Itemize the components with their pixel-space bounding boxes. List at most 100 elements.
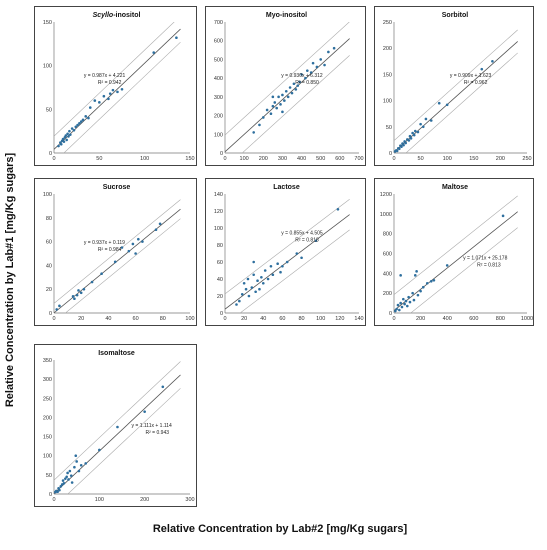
data-point (295, 252, 299, 255)
y-tick-label: 140 (214, 192, 223, 198)
data-point (336, 208, 340, 211)
data-point (88, 106, 92, 109)
data-point (288, 86, 292, 89)
data-point (70, 481, 74, 484)
y-tick-label: 80 (217, 243, 223, 249)
chart-svg-lactose: Lactose 0 20 40 60 80 100 120 140 0 20 40 60 80 100 120… (214, 184, 364, 322)
data-point (421, 125, 425, 129)
data-point (98, 101, 101, 104)
data-point (254, 290, 257, 294)
x-tick-label: 300 (185, 497, 194, 503)
fit-line (54, 374, 181, 494)
data-point (73, 465, 76, 469)
data-point (64, 134, 68, 137)
data-point (127, 249, 131, 253)
data-point (411, 131, 414, 135)
data-point (69, 474, 73, 477)
y-tick-label: 600 (214, 39, 223, 45)
chart-title: Maltose (442, 184, 468, 191)
data-point (403, 302, 406, 306)
data-point (84, 462, 88, 465)
data-point (68, 129, 71, 133)
r-squared-label: R² = 0.942 (98, 80, 122, 86)
data-point (100, 272, 103, 276)
data-point (72, 128, 76, 132)
x-tick-label: 400 (443, 316, 452, 322)
data-point (131, 242, 135, 246)
data-point (298, 80, 301, 84)
data-point (258, 287, 261, 291)
data-point (66, 471, 69, 475)
y-axis-title-text: Relative Concentration by Lab#1 [mg/Kg s… (4, 153, 16, 408)
y-tick-label: 1000 (380, 212, 392, 218)
data-point (64, 477, 67, 480)
data-point (79, 120, 83, 123)
y-tick-label: 100 (43, 454, 52, 460)
y-tick-label: 50 (386, 125, 392, 131)
data-point (111, 88, 115, 92)
y-tick-label: 200 (383, 291, 392, 297)
x-tick-label: 0 (223, 316, 226, 322)
data-point (315, 65, 319, 69)
data-point (261, 281, 265, 285)
y-tick-label: 1200 (380, 192, 392, 198)
data-point (152, 51, 156, 54)
y-tick-label: 100 (214, 226, 223, 232)
chart-svg-myo-inositol: Myo-inositol 0 100 200 300 400 500 600 700 0 100 20… (214, 12, 364, 162)
data-point (261, 116, 265, 119)
chart-svg-scyllo-inositol: Scyllo-inositol 0 50 100 150 0 50 100 150 y = 0.9… (43, 12, 195, 162)
x-tick-label: 100 (443, 156, 452, 162)
data-point (240, 293, 244, 296)
data-point (404, 141, 408, 145)
chart-title: Sorbitol (442, 12, 468, 19)
data-point (398, 147, 401, 151)
y-tick-label: 80 (46, 216, 52, 222)
data-point (59, 142, 63, 146)
data-point (277, 95, 280, 99)
x-tick-label: 50 (96, 156, 102, 162)
data-point (412, 133, 416, 137)
x-tick-label: 100 (240, 156, 249, 162)
y-tick-label: 350 (43, 358, 52, 364)
y-tick-label: 100 (383, 99, 392, 105)
data-point (408, 300, 412, 304)
data-point (57, 144, 60, 148)
y-tick-label: 50 (46, 107, 52, 113)
data-point (67, 135, 70, 138)
data-point (408, 134, 412, 138)
data-point (263, 269, 267, 272)
data-point (407, 139, 411, 142)
y-tick-label: 200 (214, 114, 223, 120)
chart-title: Isomaltose (98, 350, 135, 357)
data-point (407, 295, 410, 299)
data-point (70, 127, 74, 130)
y-tick-label: 700 (214, 20, 223, 26)
data-point (244, 287, 248, 291)
data-point (314, 239, 318, 243)
data-point (400, 305, 404, 309)
data-point (271, 104, 275, 108)
band-lower-line (63, 41, 181, 153)
data-point (432, 278, 436, 282)
x-tick-label: 1000 (521, 316, 533, 322)
y-tick-label: 20 (217, 294, 223, 300)
band-upper-line (54, 361, 181, 481)
data-point (273, 101, 277, 104)
y-tick-label: 800 (383, 232, 392, 238)
data-point (491, 60, 494, 63)
x-tick-label: 50 (418, 156, 424, 162)
x-tick-label: 0 (392, 316, 395, 322)
data-point (400, 145, 403, 149)
data-point (137, 237, 140, 241)
y-tick-label: 100 (43, 192, 52, 198)
data-point (300, 256, 303, 260)
x-tick-label: 100 (185, 316, 194, 322)
y-tick-label: 400 (214, 76, 223, 82)
r-squared-label: R² = 0.813 (477, 262, 501, 268)
chart-title: Myo-inositol (266, 12, 307, 19)
chart-panel-sucrose: Sucrose 0 20 40 60 80 100 0 20 40 60 80 100 y = 0.937… (34, 178, 197, 326)
data-point (235, 303, 238, 306)
y-tick-label: 20 (46, 287, 52, 293)
data-point (175, 36, 178, 40)
data-point (242, 281, 246, 285)
